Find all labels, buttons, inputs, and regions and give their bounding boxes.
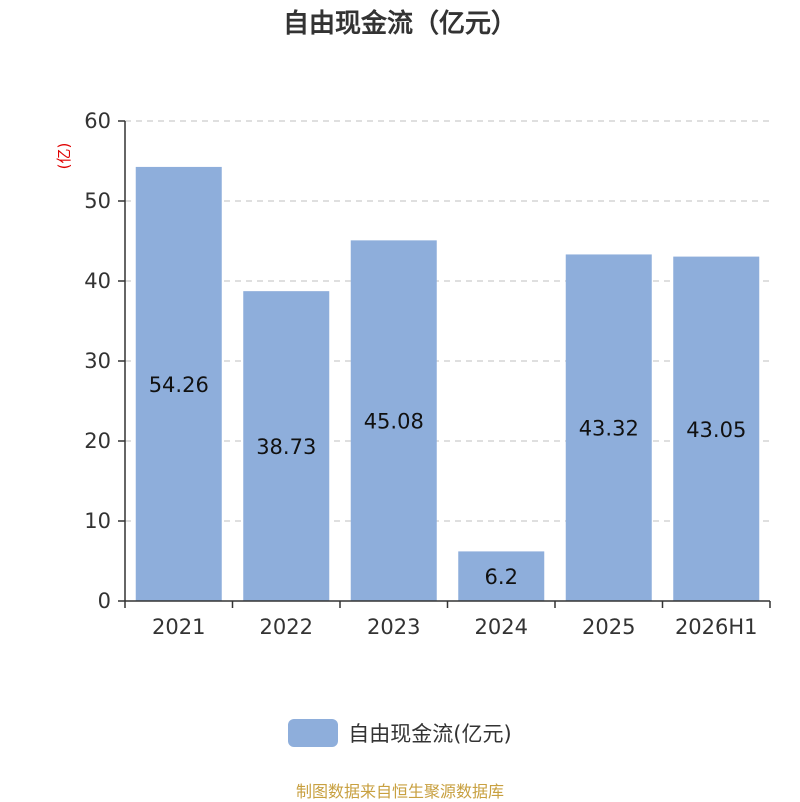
y-tick-label: 30: [84, 349, 111, 373]
x-tick-label: 2021: [152, 615, 205, 639]
bar[interactable]: [135, 166, 222, 602]
data-label: 43.32: [579, 417, 639, 441]
bar[interactable]: [458, 551, 545, 601]
chart-title: 自由现金流（亿元）: [282, 9, 517, 39]
bar[interactable]: [243, 291, 330, 601]
bar[interactable]: [673, 256, 760, 601]
x-tick-label: 2025: [582, 615, 635, 639]
source-note: 制图数据来自恒生聚源数据库: [295, 782, 504, 801]
data-label: 43.05: [686, 418, 746, 442]
legend-label: 自由现金流(亿元): [348, 722, 512, 746]
x-tick-label: 2024: [475, 615, 528, 639]
bar[interactable]: [350, 240, 437, 602]
x-tick-label: 2023: [367, 615, 420, 639]
y-tick-label: 60: [84, 109, 111, 133]
y-tick-label: 0: [98, 589, 111, 613]
y-tick-label: 20: [84, 429, 111, 453]
data-label: 6.2: [485, 565, 518, 589]
legend-swatch: [288, 719, 339, 747]
x-tick-label: 2022: [260, 615, 313, 639]
x-tick-label: 2026H1: [675, 615, 758, 639]
y-tick-label: 50: [84, 189, 111, 213]
data-label: 38.73: [256, 435, 316, 459]
y-tick-label: 10: [84, 509, 111, 533]
y-tick-label: 40: [84, 269, 111, 293]
data-label: 54.26: [149, 373, 209, 397]
legend[interactable]: 自由现金流(亿元): [0, 718, 800, 748]
bar[interactable]: [565, 254, 652, 601]
data-label: 45.08: [364, 410, 424, 434]
y-axis-label: (亿): [55, 143, 73, 170]
